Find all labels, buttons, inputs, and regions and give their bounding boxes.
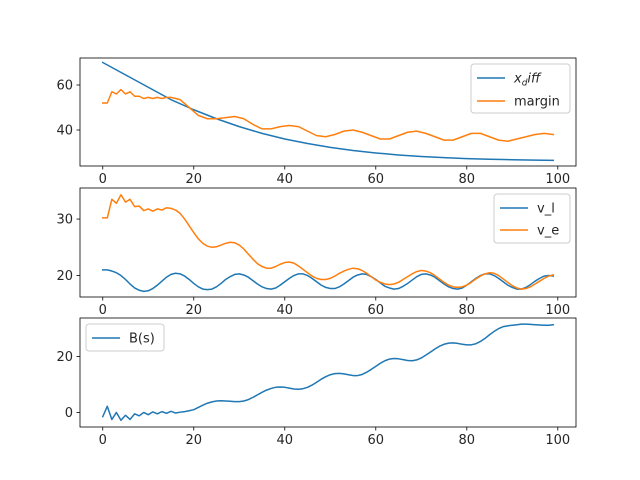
legend-label: v_e: [537, 224, 559, 239]
x-tick-label: 60: [368, 172, 385, 187]
x-tick-label: 0: [99, 172, 107, 187]
x-tick-label: 100: [545, 172, 570, 187]
x-tick-label: 40: [276, 303, 293, 318]
y-tick-label: 30: [56, 213, 73, 228]
x-tick-label: 100: [545, 303, 570, 318]
series-line-b-s-: [101, 323, 555, 422]
legend-label: margin: [514, 95, 560, 110]
x-tick-label: 80: [459, 433, 476, 448]
x-tick-label: 20: [185, 172, 202, 187]
x-tick-label: 80: [459, 303, 476, 318]
x-tick-label: 60: [368, 433, 385, 448]
y-tick-label: 0: [65, 406, 73, 421]
x-tick-label: 80: [459, 172, 476, 187]
series-line-margin: [102, 88, 555, 142]
x-tick-label: 40: [276, 433, 293, 448]
axes-2: 0 20 40 60 80 100 20 30 v_l v_e: [56, 187, 577, 318]
legend: xdiff margin: [470, 63, 571, 114]
x-tick-label: 20: [185, 433, 202, 448]
x-tick-label: 0: [99, 303, 107, 318]
legend-label: xdiff: [513, 72, 542, 89]
y-tick-label: 20: [56, 269, 73, 284]
x-tick-label: 40: [276, 172, 293, 187]
axes-frame: [79, 57, 577, 167]
axes-frame: [79, 317, 577, 428]
legend: B(s): [85, 323, 165, 352]
legend: v_l v_e: [493, 193, 571, 244]
legend-box: [85, 323, 165, 352]
y-tick-label: 20: [56, 350, 73, 365]
x-tick-label: 0: [99, 433, 107, 448]
legend-label: B(s): [129, 332, 155, 347]
x-tick-label: 20: [185, 303, 202, 318]
series-line-x-diff: [101, 61, 555, 162]
y-tick-label: 60: [56, 79, 73, 94]
axes-1: 0 20 40 60 80 100 40 60 xdiff margin: [56, 57, 577, 187]
axes-3: 0 20 40 60 80 100 0 20 B(s): [56, 317, 577, 448]
x-tick-label: 100: [545, 433, 570, 448]
series-line-v-e: [102, 194, 555, 290]
legend-label: v_l: [537, 202, 555, 217]
axes-frame: [79, 187, 577, 298]
x-tick-label: 60: [368, 303, 385, 318]
y-tick-label: 40: [56, 124, 73, 139]
